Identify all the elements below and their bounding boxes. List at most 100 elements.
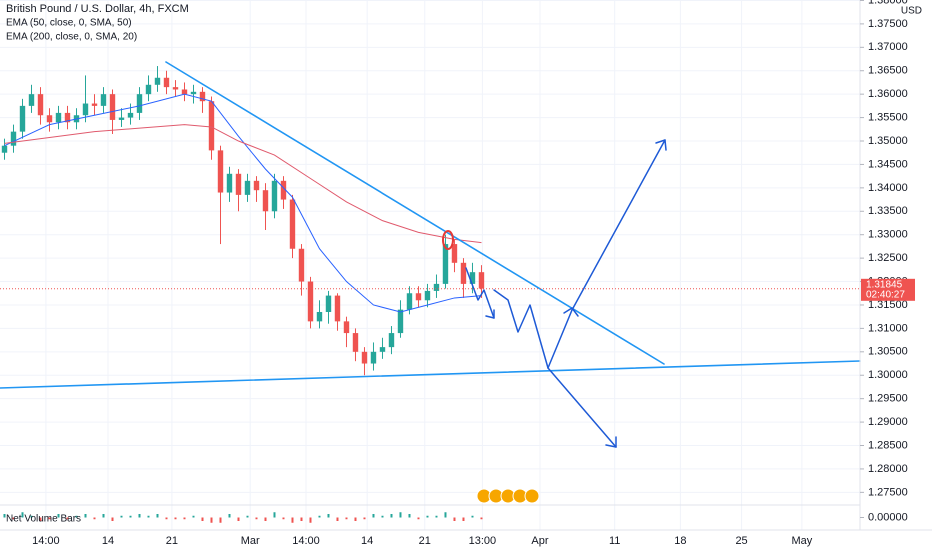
candle-body xyxy=(172,87,179,90)
y-tick-label: 1.28500 xyxy=(868,439,908,451)
candle-body xyxy=(325,295,332,312)
candle-body xyxy=(127,112,134,118)
candle-body xyxy=(163,77,170,88)
volume-bar xyxy=(399,512,402,518)
indicator-label: EMA (50, close, 0, SMA, 50) xyxy=(6,18,132,29)
candle-body xyxy=(424,290,431,301)
x-tick-label: 13:00 xyxy=(469,535,497,547)
candle-body xyxy=(253,180,260,191)
volume-bar xyxy=(264,517,267,521)
candle-body xyxy=(235,173,242,195)
path-arrow xyxy=(465,267,495,319)
volume-bar xyxy=(426,515,429,518)
volume-bar xyxy=(111,517,114,521)
event-icons xyxy=(476,488,540,504)
ema-line xyxy=(4,93,482,313)
arrow-head xyxy=(563,307,579,317)
volume-bar xyxy=(39,517,42,521)
volume-bar xyxy=(93,517,96,520)
candle-body xyxy=(181,89,188,95)
candle-body xyxy=(118,117,125,120)
candle-body xyxy=(100,94,107,106)
volume-bar xyxy=(102,514,105,518)
x-tick-label: May xyxy=(791,535,812,547)
path-zigzag xyxy=(493,289,573,369)
y-tick-label: 1.34500 xyxy=(868,158,908,170)
candle-body xyxy=(442,244,449,284)
x-tick-label: 14:00 xyxy=(292,535,320,547)
grid xyxy=(0,0,860,530)
volume-bar xyxy=(66,517,69,520)
candle-body xyxy=(199,91,206,102)
currency-label: USD xyxy=(901,6,922,17)
volume-bar xyxy=(246,515,249,518)
volume-bar xyxy=(417,517,420,520)
candle-body xyxy=(298,248,305,282)
volume-bar xyxy=(255,517,258,520)
volume-bar xyxy=(390,514,393,518)
y-tick-label: 1.28000 xyxy=(868,463,908,475)
candle-body xyxy=(271,180,278,212)
volume-title: Net Volume Bars xyxy=(6,514,81,525)
volume-bar xyxy=(129,515,132,518)
y-tick-label: 1.29500 xyxy=(868,393,908,405)
candle-body xyxy=(334,295,341,322)
candle-body xyxy=(55,112,62,123)
volume-bar xyxy=(12,517,15,520)
plot xyxy=(1,66,485,523)
volume-bar xyxy=(327,514,330,518)
candle-body xyxy=(307,281,314,322)
volume-bar xyxy=(363,517,366,520)
candle-body xyxy=(154,77,161,85)
candle-body xyxy=(343,321,350,334)
candle-body xyxy=(145,84,152,95)
volume-bar xyxy=(210,517,213,523)
indicator-label: EMA (200, close, 0, SMA, 20) xyxy=(6,32,137,43)
last-price-label: 1.31845 xyxy=(866,279,903,290)
arrow-head xyxy=(605,436,617,448)
candle-body xyxy=(244,180,251,195)
candle-body xyxy=(478,272,485,289)
y-tick-label: 1.31500 xyxy=(868,299,908,311)
candle-body xyxy=(415,293,422,301)
volume-bar xyxy=(480,517,483,520)
volume-bar xyxy=(273,512,276,518)
x-tick-label: 11 xyxy=(609,535,620,547)
y-tick-label: 1.30500 xyxy=(868,346,908,358)
y-tick-label: 1.31000 xyxy=(868,322,908,334)
volume-bar xyxy=(435,515,438,518)
candle-body xyxy=(82,103,89,116)
volume-bar xyxy=(75,515,78,518)
volume-bar xyxy=(48,517,51,520)
volume-bar xyxy=(165,517,168,520)
y-tick-label: 0.00000 xyxy=(868,511,908,523)
candle-body xyxy=(433,283,440,291)
volume-bar xyxy=(318,515,321,518)
volume-bar xyxy=(408,514,411,518)
candle-body xyxy=(19,105,26,132)
x-tick-label: 14 xyxy=(102,535,114,547)
trend-line xyxy=(165,61,665,365)
volume-bar xyxy=(462,517,465,521)
candle-body xyxy=(460,262,467,284)
volume-bar xyxy=(309,517,312,523)
x-tick-label: 14:00 xyxy=(32,535,60,547)
x-tick-label: 25 xyxy=(735,535,747,547)
y-tick-label: 1.32500 xyxy=(868,252,908,264)
volume-bar xyxy=(282,517,285,520)
volume-bar xyxy=(228,514,231,518)
y-tick-label: 1.36500 xyxy=(868,65,908,77)
candle-body xyxy=(64,112,71,123)
y-tick-label: 1.34000 xyxy=(868,182,908,194)
volume-bar xyxy=(372,514,375,518)
path-up xyxy=(571,139,666,311)
candle-body xyxy=(289,199,296,249)
candle-body xyxy=(280,180,287,200)
event-icon xyxy=(524,488,540,504)
candle-body xyxy=(316,311,323,322)
candle-body xyxy=(406,293,413,310)
volume-bar xyxy=(201,517,204,521)
volume-bar xyxy=(291,517,294,523)
candle-body xyxy=(397,309,404,334)
x-tick-label: 18 xyxy=(674,535,686,547)
